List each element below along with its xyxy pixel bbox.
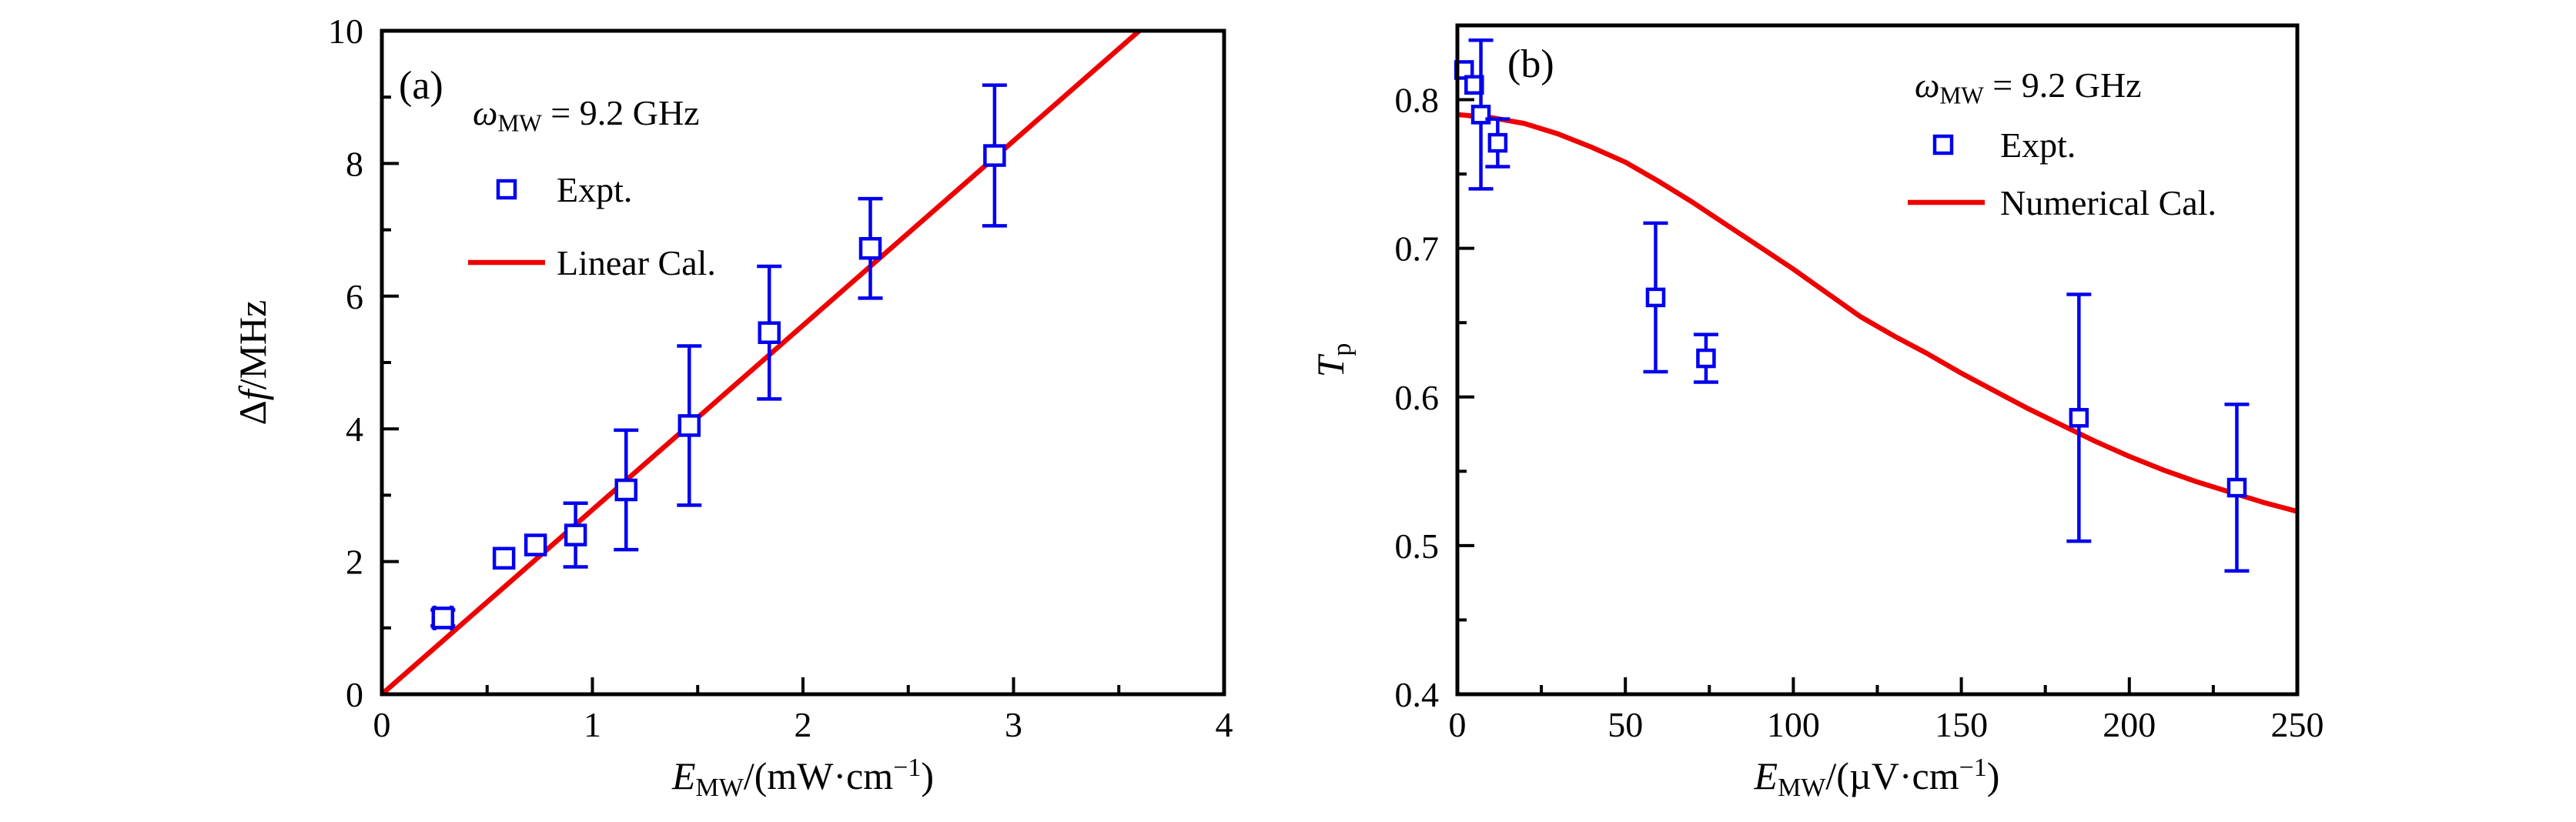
y-tick-label: 6 xyxy=(346,277,363,316)
legend-square-marker-icon xyxy=(1932,134,1954,155)
x-tick-label: 0 xyxy=(373,705,391,744)
square-marker xyxy=(1470,105,1491,125)
legend-fit-label: Numerical Cal. xyxy=(2000,183,2216,222)
x-tick-label: 250 xyxy=(2271,705,2324,744)
data-point xyxy=(2224,403,2250,573)
linear-fit-line xyxy=(382,31,1143,694)
y-tick-label: 0.8 xyxy=(1395,81,1440,120)
fit-layer xyxy=(1457,112,2297,514)
square-marker xyxy=(1487,132,1508,153)
y-axis-label: Δf/MHz xyxy=(231,300,274,426)
panel-label: (b) xyxy=(1507,42,1554,86)
data-point xyxy=(858,196,883,300)
square-marker xyxy=(1696,348,1716,369)
square-marker xyxy=(564,523,587,546)
square-marker xyxy=(2226,477,2247,498)
y-tick-label: 0.4 xyxy=(1395,675,1440,714)
x-tick-label: 50 xyxy=(1607,705,1643,744)
square-marker xyxy=(431,606,455,630)
x-axis-label: EMW/(mW·cm−1) xyxy=(671,754,934,802)
fit-layer xyxy=(382,31,1143,694)
y-tick-label: 0.6 xyxy=(1395,378,1440,417)
square-marker xyxy=(758,321,781,344)
y-tick-label: 4 xyxy=(346,409,363,449)
legend-condition-text: ωMW = 9.2 GHz xyxy=(1915,65,2142,109)
y-tick-label: 0.5 xyxy=(1395,526,1440,566)
y-tick-label: 2 xyxy=(346,543,363,582)
numerical-fit-curve xyxy=(1457,112,2297,514)
data-point xyxy=(1468,38,1494,191)
y-tick-label: 8 xyxy=(346,144,363,183)
data-point xyxy=(677,344,702,507)
y-axis-label: Tp xyxy=(1309,343,1357,378)
square-marker xyxy=(1645,287,1666,308)
data-point xyxy=(1693,332,1718,384)
x-tick-label: 150 xyxy=(1935,705,1988,744)
legend-expt-label: Expt. xyxy=(557,170,632,209)
x-axis-label: EMW/(µV·cm−1) xyxy=(1754,754,2000,802)
data-point xyxy=(563,501,588,569)
square-marker xyxy=(2069,408,2089,428)
legend-square-marker-icon xyxy=(496,179,517,200)
data-point xyxy=(982,83,1007,228)
x-tick-label: 0 xyxy=(1449,705,1467,744)
x-tick-label: 200 xyxy=(2103,705,2156,744)
data-point xyxy=(492,546,516,570)
y-tick-label: 10 xyxy=(328,12,363,51)
legend-fit-label: Linear Cal. xyxy=(557,243,716,282)
panel-b: 0 50 100 150 200 250 0.4 0.5 0.6 0.7 0.8 EMW/(µV·cm… xyxy=(1309,23,2324,802)
legend-condition-text: ωMW = 9.2 GHz xyxy=(473,93,700,136)
x-tick-label: 3 xyxy=(1005,705,1022,744)
data-point xyxy=(524,533,547,556)
x-tick-label: 1 xyxy=(584,705,601,744)
data-point xyxy=(614,428,639,552)
data-point xyxy=(1643,221,1668,374)
y-tick-label: 0.7 xyxy=(1395,229,1440,269)
square-marker xyxy=(492,546,516,570)
x-tick-label: 100 xyxy=(1767,705,1820,744)
square-marker xyxy=(614,478,638,502)
y-tick-label: 0 xyxy=(346,675,363,714)
square-marker xyxy=(677,414,701,437)
data-point xyxy=(2066,292,2092,543)
x-tick-label: 4 xyxy=(1216,705,1233,744)
data-point xyxy=(1485,117,1510,169)
x-tick-label: 2 xyxy=(795,705,812,744)
square-marker xyxy=(524,533,547,556)
square-marker xyxy=(858,236,882,260)
legend-expt-label: Expt. xyxy=(2000,125,2076,165)
panel-label: (a) xyxy=(399,64,443,108)
axis-box xyxy=(1455,23,2300,697)
square-marker xyxy=(983,144,1006,167)
panel-a: 0 1 2 3 4 0 2 4 6 8 10 EMW/(mW·cm−1) Δf/MHz (a) ωMW = … xyxy=(231,12,1233,802)
data-point xyxy=(430,605,456,630)
data-point xyxy=(757,264,782,401)
